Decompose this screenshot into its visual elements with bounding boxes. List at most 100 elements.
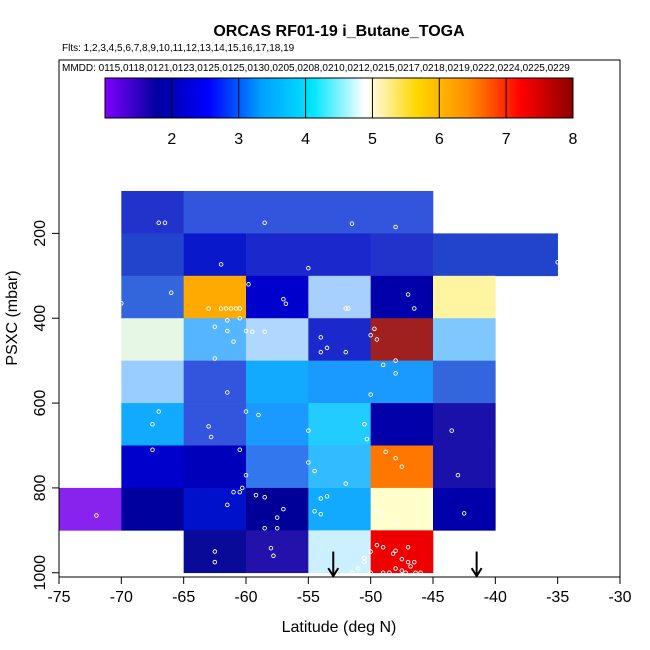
heatmap-cell <box>308 445 371 489</box>
sample-point <box>281 506 286 512</box>
sample-point <box>212 356 218 361</box>
y-tick-label: 600 <box>32 390 49 417</box>
heatmap-cell <box>370 445 434 489</box>
x-tick-label: -50 <box>359 589 382 606</box>
sample-point <box>374 507 380 513</box>
sample-point <box>324 345 330 351</box>
y-tick-label: 400 <box>32 305 49 332</box>
sample-point <box>393 548 398 553</box>
sample-point <box>403 570 408 576</box>
sample-point <box>368 570 373 576</box>
sample-point <box>349 221 355 226</box>
sample-point <box>243 472 249 478</box>
sample-point <box>228 306 234 311</box>
sample-point <box>237 306 243 311</box>
sample-point <box>374 337 380 342</box>
heatmap-cell <box>121 445 184 489</box>
sample-point <box>306 428 311 433</box>
y-tick-label: 200 <box>32 220 49 247</box>
x-tick-label: -45 <box>421 589 444 606</box>
heatmap-cell <box>370 318 434 361</box>
sample-point <box>362 422 367 427</box>
sample-point <box>206 306 211 311</box>
sample-point <box>370 498 376 503</box>
sample-point <box>208 434 214 440</box>
heatmap-cell <box>246 190 309 234</box>
sample-point <box>246 282 251 287</box>
heatmap-cell <box>308 360 371 404</box>
sample-point <box>262 494 267 500</box>
sample-point <box>225 328 230 334</box>
heatmap-cell <box>183 530 247 574</box>
x-tick-label: -30 <box>608 589 631 606</box>
colorbar-tick-label: 6 <box>435 131 444 148</box>
sample-point <box>343 481 348 486</box>
sample-point <box>281 296 286 302</box>
sample-point <box>418 570 423 576</box>
sample-point <box>262 220 267 226</box>
sample-point <box>218 306 224 311</box>
sample-point <box>212 549 218 554</box>
sample-point <box>231 339 236 344</box>
heatmap-cell <box>121 487 184 531</box>
sample-point <box>156 220 161 226</box>
sample-point <box>408 564 413 569</box>
heatmap-cell <box>433 233 496 277</box>
sample-point <box>449 428 454 433</box>
sample-point <box>362 559 367 565</box>
heatmap-cell <box>246 445 309 489</box>
y-axis: 200 400 600 800 1000 <box>32 220 59 591</box>
sample-point <box>168 290 174 296</box>
sample-point <box>206 424 211 429</box>
heatmap-cell <box>308 318 371 361</box>
sample-point <box>262 525 267 531</box>
heatmap-cell <box>308 530 371 574</box>
arrow-markers <box>327 551 483 579</box>
sample-point <box>380 545 386 550</box>
heatmap-cell <box>433 445 496 489</box>
x-tick-label: -70 <box>110 589 133 606</box>
sample-point <box>368 392 373 397</box>
sample-point <box>390 551 396 556</box>
x-axis-label: Latitude (deg N) <box>282 619 397 636</box>
heatmap-cell <box>121 318 184 361</box>
y-tick-label: 800 <box>32 474 49 501</box>
sample-point <box>413 570 418 576</box>
sample-point <box>383 449 388 455</box>
heatmap-cell <box>121 403 184 446</box>
sample-point <box>225 390 230 395</box>
sample-point <box>374 542 380 548</box>
sample-point <box>212 324 218 329</box>
colorbar-tick-label: 7 <box>502 131 511 148</box>
sample-point <box>150 447 155 452</box>
sample-point <box>240 485 245 491</box>
sample-point <box>306 460 311 465</box>
sample-point <box>399 464 405 469</box>
x-axis: -75 -70 -65 -60 -55 -50 -45 -40 -35 -30 <box>47 577 632 606</box>
sample-point <box>274 515 280 520</box>
sample-point <box>237 315 243 321</box>
sample-point <box>343 349 348 355</box>
sample-point <box>306 265 311 271</box>
sample-point <box>318 511 324 517</box>
heatmap-cell <box>246 275 309 319</box>
heatmap-cells <box>59 190 558 574</box>
down-arrow <box>327 551 340 579</box>
heatmap-cell <box>183 190 247 234</box>
heatmap-cell <box>433 487 496 531</box>
flights-line: Flts: 1,2,3,4,5,6,7,8,9,10,11,12,13,14,1… <box>62 43 295 54</box>
sample-point <box>455 472 461 478</box>
sample-point <box>256 412 261 418</box>
colorbar-ticks: 2 3 4 5 6 7 8 <box>167 78 578 148</box>
sample-point <box>318 349 324 355</box>
heatmap-cell <box>433 275 496 319</box>
sample-point <box>399 568 405 573</box>
sample-point <box>393 371 398 376</box>
sample-point <box>412 306 417 311</box>
sample-point <box>150 422 155 427</box>
heatmap-cell <box>370 487 434 531</box>
sample-point <box>318 496 324 501</box>
sample-point <box>162 220 168 226</box>
sample-point <box>372 326 377 332</box>
heatmap-cell <box>308 190 371 234</box>
